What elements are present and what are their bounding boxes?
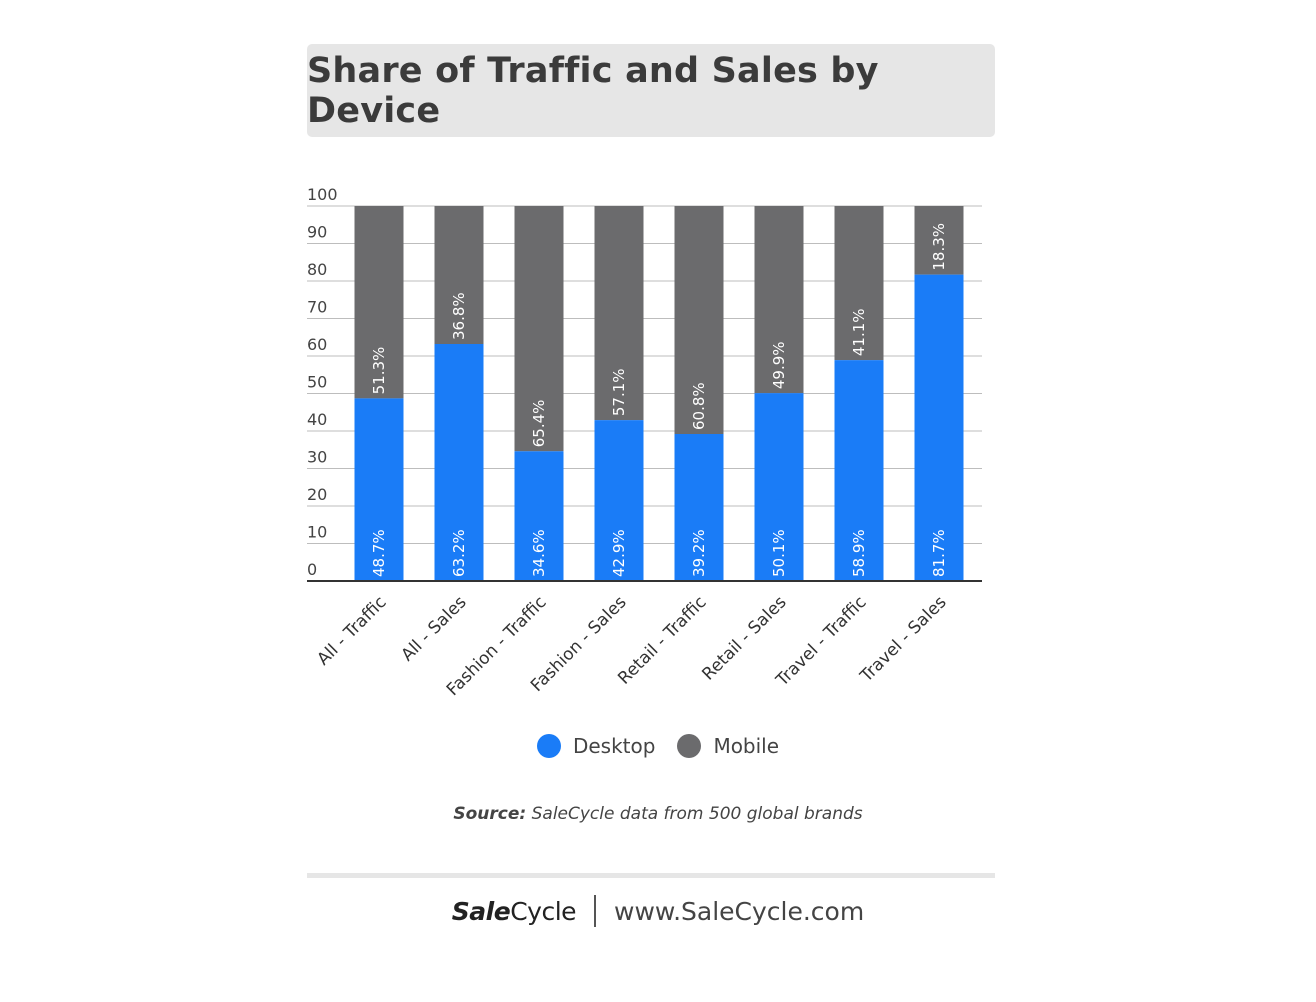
y-tick-label: 20	[307, 485, 327, 504]
bar-mobile	[914, 206, 964, 275]
footer-separator	[594, 895, 597, 927]
x-category-label: All - Sales	[398, 592, 471, 665]
bar-mobile	[594, 206, 644, 421]
y-tick-label: 40	[307, 410, 327, 429]
data-label-desktop: 58.9%	[850, 529, 868, 577]
bar-mobile	[674, 206, 724, 434]
legend-item-desktop: Desktop	[536, 734, 656, 758]
chart-legend: Desktop Mobile	[0, 734, 1316, 758]
footer-url[interactable]: www.SaleCycle.com	[614, 896, 865, 926]
chart-title: Share of Traffic and Sales by Device	[307, 50, 879, 131]
data-label-desktop: 48.7%	[370, 529, 388, 577]
data-label-mobile: 60.8%	[690, 382, 708, 430]
bar-mobile	[354, 206, 404, 399]
source-text: SaleCycle data from 500 global brands	[531, 804, 863, 824]
stacked-bar-chart: 0 10 20 30 40 50 60 70 80 90 100 48.7% 51.3% All - Tr…	[307, 185, 982, 700]
data-label-mobile: 65.4%	[530, 400, 548, 448]
bar-desktop	[514, 451, 564, 581]
footer: SaleCycle www.SaleCycle.com	[0, 895, 1316, 927]
bar-mobile	[514, 206, 564, 452]
data-label-mobile: 41.1%	[850, 308, 868, 356]
bar-desktop	[434, 344, 484, 581]
data-label-desktop: 34.6%	[530, 529, 548, 577]
data-label-desktop: 81.7%	[930, 529, 948, 577]
legend-label-mobile: Mobile	[713, 734, 780, 758]
data-label-desktop: 50.1%	[770, 529, 788, 577]
data-label-mobile: 36.8%	[450, 292, 468, 340]
bar-mobile	[434, 206, 484, 344]
y-tick-label: 90	[307, 223, 327, 242]
data-label-mobile: 49.9%	[770, 341, 788, 389]
bar-desktop	[914, 274, 964, 581]
y-tick-label: 30	[307, 448, 327, 467]
data-label-desktop: 42.9%	[610, 529, 628, 577]
y-tick-label: 10	[307, 523, 327, 542]
data-label-mobile: 51.3%	[370, 347, 388, 395]
bar-desktop	[354, 398, 404, 581]
data-label-mobile: 57.1%	[610, 368, 628, 416]
legend-item-mobile: Mobile	[677, 734, 779, 758]
bar-desktop	[674, 434, 724, 581]
source-note: Source: SaleCycle data from 500 global b…	[0, 804, 1316, 824]
bar-desktop	[594, 420, 644, 581]
mobile-swatch	[677, 734, 702, 758]
data-label-desktop: 39.2%	[690, 529, 708, 577]
data-label-mobile: 18.3%	[930, 223, 948, 271]
desktop-swatch	[536, 734, 561, 758]
bar-desktop	[754, 393, 804, 581]
legend-label-desktop: Desktop	[572, 734, 656, 758]
footer-divider	[307, 873, 995, 878]
bar-desktop	[834, 360, 884, 581]
chart-title-box: Share of Traffic and Sales by Device	[307, 44, 995, 137]
y-tick-label: 60	[307, 335, 327, 354]
source-label: Source:	[453, 804, 527, 824]
y-tick-label: 50	[307, 373, 327, 392]
y-tick-label: 70	[307, 298, 327, 317]
bar-mobile	[834, 206, 884, 361]
salecycle-logo: SaleCycle	[451, 896, 577, 926]
x-category-label: All - Traffic	[313, 592, 390, 669]
bar-mobile	[754, 206, 804, 394]
y-tick-label: 80	[307, 260, 327, 279]
data-label-desktop: 63.2%	[450, 529, 468, 577]
y-tick-label: 100	[307, 185, 338, 204]
y-tick-label: 0	[307, 560, 317, 579]
